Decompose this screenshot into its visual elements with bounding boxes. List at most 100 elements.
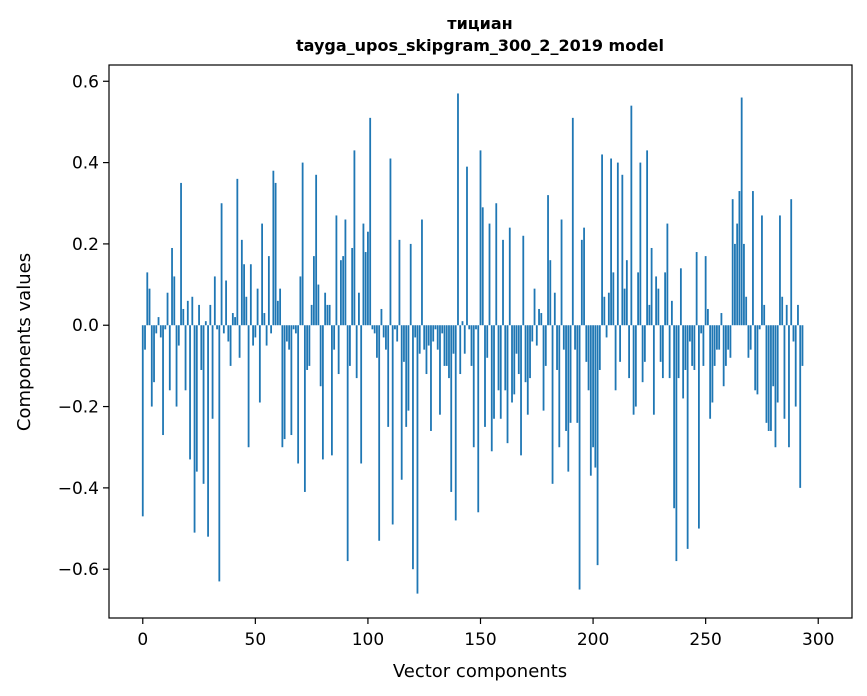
bar [682,325,685,399]
bar [589,325,592,476]
bar [470,325,473,366]
bar [531,325,534,342]
bar [213,276,216,326]
bar [378,325,381,541]
bar [783,325,786,419]
bar [198,304,200,326]
bar [729,325,732,358]
bar [416,325,419,594]
bar [711,325,714,403]
bar [157,317,160,326]
bar [238,325,241,358]
bar [427,325,430,346]
bar [722,325,725,387]
bar [360,325,363,464]
bar [439,325,441,415]
bar [195,325,198,472]
bar [403,325,405,362]
bar [468,325,471,330]
bar [562,325,565,350]
bar [243,264,245,326]
bar [490,325,493,452]
bar [245,296,248,326]
bar [315,174,318,326]
bar [441,325,444,334]
bar [551,325,554,484]
bar [263,313,266,326]
bar [702,325,705,366]
bar [598,325,601,370]
bar [292,325,295,330]
bar [351,247,354,326]
bar [585,325,588,362]
bar [684,325,687,370]
y-tick-label: −0.2 [58,398,99,418]
bar [556,325,558,370]
bar [249,264,252,326]
bar [450,325,453,492]
bar [387,325,390,427]
bar [707,308,709,326]
bar [267,256,270,326]
bar [252,325,254,346]
bar [657,288,660,326]
bar [709,325,712,419]
bar [621,174,624,326]
bar [650,247,653,326]
y-tick-label: −0.4 [58,479,99,499]
bar [549,260,552,326]
bar [578,325,581,590]
bar [767,325,770,431]
bar [632,325,635,415]
x-tick-label: 300 [802,630,834,650]
bar [749,325,752,350]
bar [698,325,700,529]
bar [788,325,790,448]
bar [362,223,365,326]
bar [745,296,748,326]
y-tick-label: 0.2 [72,235,99,255]
bar [779,215,781,326]
y-axis-ticks: 0.6 0.4 0.2 0.0 −0.2 −0.4 −0.6 [58,72,109,580]
bar [754,325,757,391]
bar [794,325,797,407]
bar [610,158,612,326]
bar [758,325,761,330]
x-axis-ticks: 0 50 100 150 200 250 300 [137,618,834,650]
bar [718,325,721,350]
bar [574,325,576,350]
bar [204,321,207,326]
bar [191,296,194,326]
bar [150,325,153,407]
bar [355,325,358,379]
bar [436,325,439,350]
bar [430,325,432,431]
bar [630,105,633,326]
bar [727,325,730,350]
bar [504,325,507,391]
plot-area [109,65,852,618]
bar [740,97,743,326]
bar [335,215,338,326]
bar [331,325,333,456]
bar [270,325,273,334]
bar [234,317,236,326]
bar [317,284,320,326]
bar [508,227,511,326]
bar [272,170,275,326]
bar [628,325,630,379]
x-tick-label: 50 [245,630,267,650]
bar [385,325,387,350]
bar [299,276,302,326]
bar [493,325,495,419]
bar [144,325,146,350]
bar [659,325,662,362]
y-tick-label: 0.4 [72,154,99,174]
bar [625,260,628,326]
bar [454,325,457,521]
bar [448,325,450,379]
bar [162,325,164,436]
bar [515,325,518,354]
bar [459,325,462,375]
bar [200,325,203,370]
